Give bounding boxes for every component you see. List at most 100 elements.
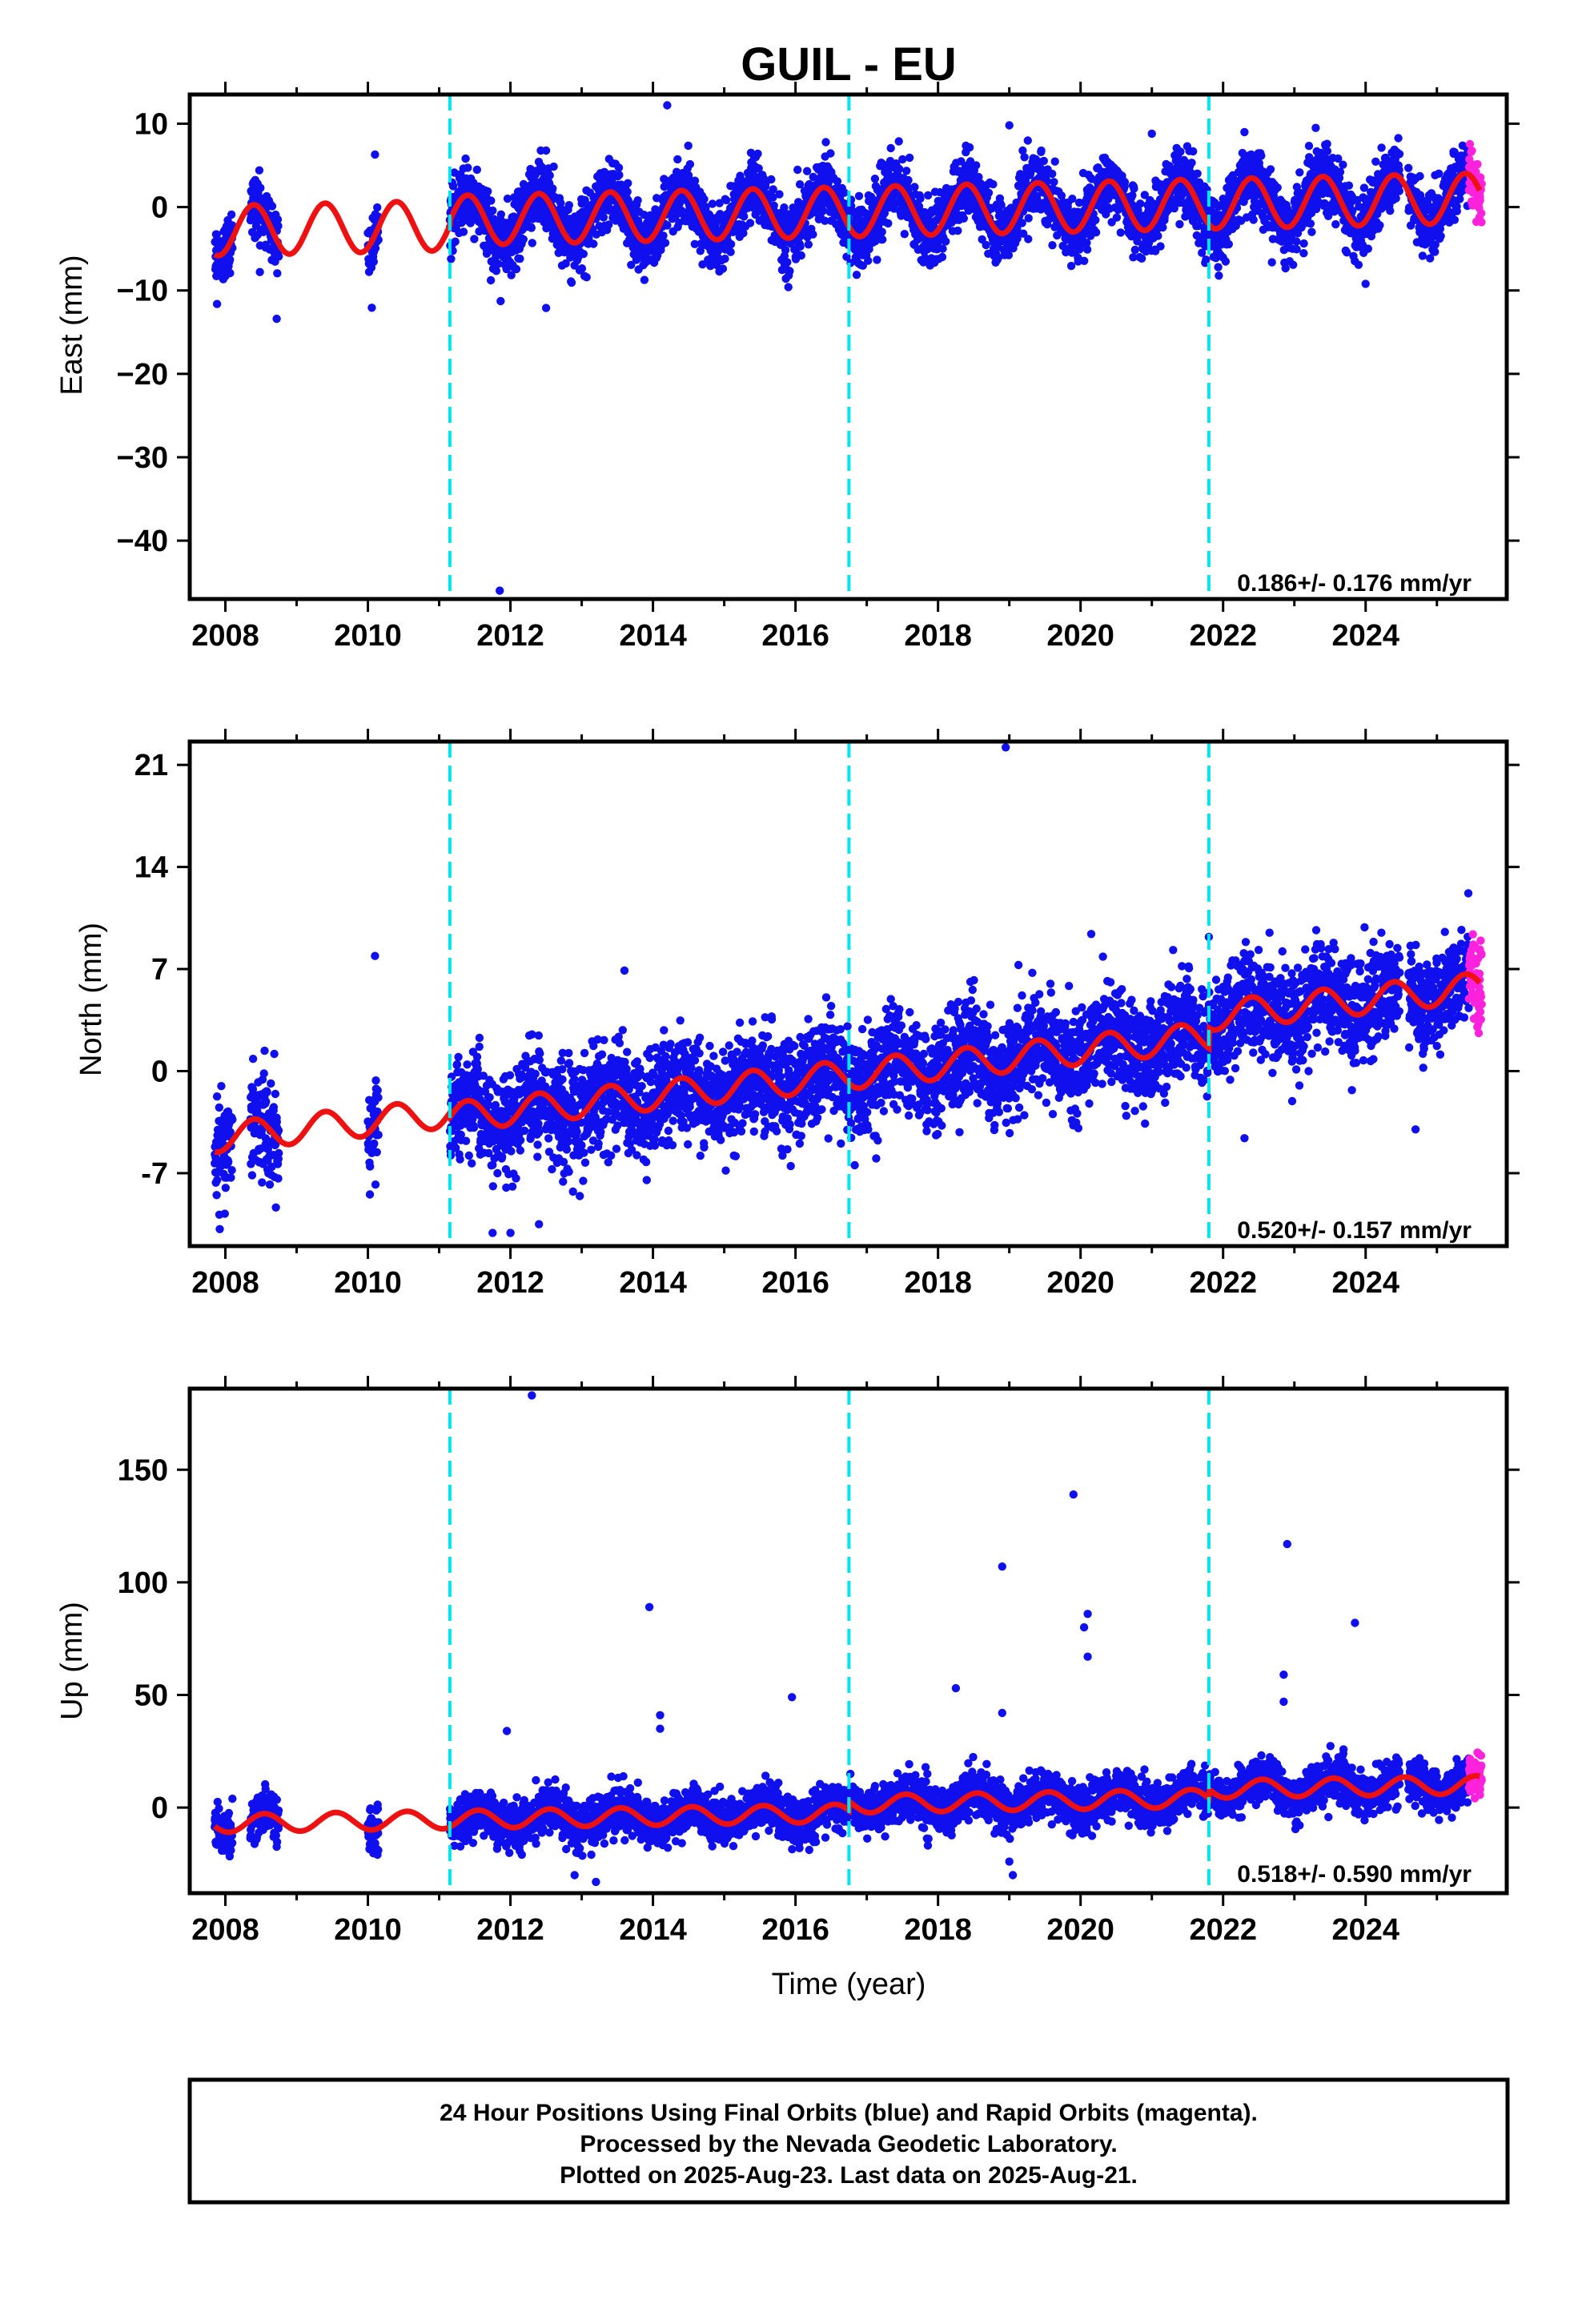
east-final-point — [496, 210, 505, 219]
east-final-point — [371, 243, 380, 253]
east-final-point — [507, 271, 516, 279]
east-x-tick-label: 2022 — [1189, 619, 1257, 653]
east-final-point — [982, 240, 990, 250]
east-final-point — [604, 220, 613, 229]
east-final-point — [1335, 167, 1345, 176]
east-final-point — [369, 257, 378, 266]
east-final-point — [684, 141, 693, 151]
east-final-point — [809, 230, 817, 239]
east-final-point — [818, 207, 828, 215]
east-final-point — [1215, 271, 1223, 280]
east-x-tick-label: 2008 — [191, 619, 259, 653]
east-final-point — [267, 202, 277, 211]
east-final-point — [661, 239, 670, 247]
east-final-point — [1082, 245, 1092, 254]
east-final-point — [910, 183, 919, 191]
east-final-point — [753, 149, 762, 159]
east-y-tick-label: −10 — [117, 275, 168, 308]
east-rapid-point — [1473, 159, 1482, 169]
east-final-point — [640, 275, 649, 284]
east-y-tick-label: 0 — [151, 191, 168, 225]
east-final-point — [659, 231, 668, 240]
east-x-tick-label: 2014 — [619, 619, 687, 653]
east-final-point — [739, 229, 748, 238]
north-final-point — [212, 1092, 222, 1101]
east-final-point — [1295, 168, 1304, 177]
east-rate-label: 0.186+/- 0.176 mm/yr — [1237, 570, 1472, 597]
east-final-point — [1091, 228, 1101, 237]
east-final-point — [873, 255, 881, 264]
east-final-point — [1431, 247, 1439, 256]
east-final-point — [1299, 239, 1308, 248]
east-final-point — [273, 269, 282, 278]
east-final-point — [1266, 165, 1275, 174]
east-final-point — [1304, 142, 1314, 151]
east-final-point — [1136, 199, 1145, 208]
east-final-point — [255, 267, 264, 276]
east-final-point — [492, 267, 501, 275]
east-final-point — [1176, 147, 1185, 156]
east-outlier-point — [1147, 129, 1156, 139]
east-final-point — [1415, 171, 1424, 181]
east-final-point — [1395, 187, 1404, 195]
east-final-point — [840, 188, 849, 197]
east-final-point — [802, 167, 812, 175]
east-outlier-point — [541, 304, 551, 312]
east-y-tick-label: 10 — [135, 107, 168, 141]
east-final-point — [902, 167, 911, 175]
east-final-point — [1037, 146, 1046, 155]
east-final-point — [1299, 249, 1308, 258]
east-final-point — [564, 201, 573, 210]
east-final-point — [938, 244, 947, 253]
north-final-point — [215, 1103, 223, 1112]
east-final-point — [1281, 263, 1290, 273]
east-final-point — [877, 227, 886, 236]
east-final-point — [898, 155, 907, 164]
east-final-point — [1130, 184, 1138, 193]
east-final-point — [1023, 136, 1033, 145]
east-outlier-point — [272, 314, 281, 324]
east-final-point — [989, 179, 998, 189]
east-final-point — [1267, 258, 1276, 267]
east-final-point — [226, 268, 235, 278]
north-final-point — [212, 1191, 221, 1200]
east-final-point — [1371, 157, 1380, 166]
east-final-point — [1344, 181, 1354, 190]
east-final-point — [1436, 231, 1445, 240]
east-final-point — [1354, 260, 1363, 269]
east-final-point — [984, 188, 994, 197]
east-final-point — [864, 256, 873, 265]
east-outlier-point — [1311, 123, 1320, 132]
east-final-point — [1091, 215, 1100, 224]
east-final-point — [1048, 169, 1057, 179]
east-final-point — [677, 207, 686, 215]
east-final-point — [1307, 227, 1316, 236]
east-final-point — [745, 219, 755, 227]
east-outlier-point — [1240, 127, 1249, 137]
east-final-point — [561, 259, 570, 268]
east-final-point — [785, 267, 794, 275]
east-final-point — [623, 187, 632, 196]
east-final-point — [1050, 157, 1059, 166]
east-final-point — [852, 271, 861, 279]
east-final-point — [1435, 169, 1443, 178]
east-final-point — [698, 260, 707, 269]
east-final-point — [373, 203, 382, 212]
east-final-point — [959, 214, 969, 223]
east-final-point — [459, 227, 468, 236]
east-final-point — [675, 218, 684, 227]
east-final-point — [1202, 255, 1211, 264]
east-final-point — [886, 143, 895, 153]
east-final-point — [821, 138, 830, 147]
east-final-point — [775, 190, 784, 199]
east-final-point — [448, 182, 458, 191]
east-final-point — [549, 162, 558, 171]
east-outlier-point — [1005, 121, 1014, 130]
east-outlier-point — [784, 283, 793, 292]
east-final-point — [1323, 147, 1332, 155]
east-final-point — [685, 159, 695, 169]
east-outlier-point — [371, 150, 379, 159]
east-final-point — [527, 223, 536, 232]
east-final-point — [1068, 195, 1077, 203]
